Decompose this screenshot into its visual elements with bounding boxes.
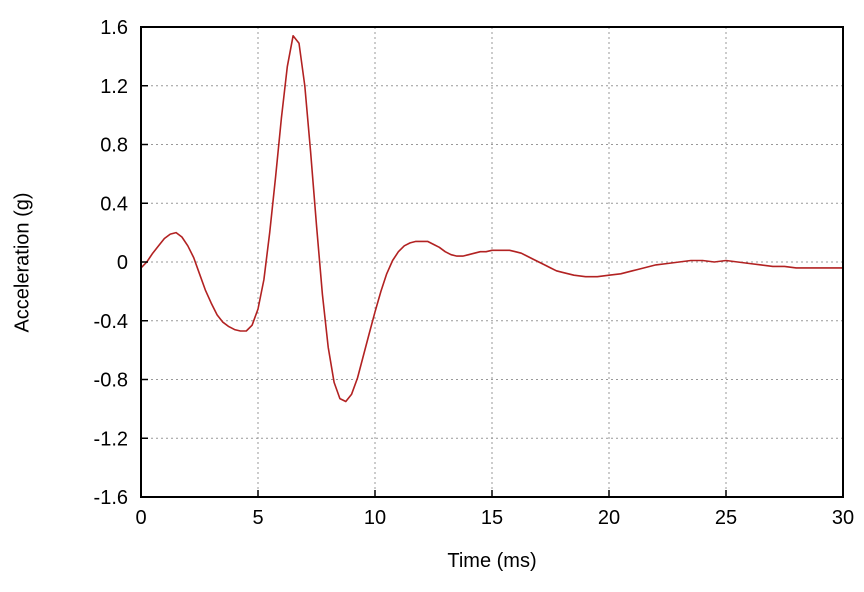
x-tick-label: 15 bbox=[481, 507, 503, 529]
y-tick-label: 0 bbox=[117, 252, 128, 274]
y-axis-title: Acceleration (g) bbox=[2, 27, 44, 497]
x-tick-label: 0 bbox=[135, 507, 146, 529]
x-tick-label: 5 bbox=[252, 507, 263, 529]
y-tick-label: -0.4 bbox=[94, 311, 128, 333]
x-tick-label: 20 bbox=[598, 507, 620, 529]
y-tick-label: -1.2 bbox=[94, 428, 128, 450]
x-tick-label: 10 bbox=[364, 507, 386, 529]
x-tick-label: 25 bbox=[715, 507, 737, 529]
y-tick-label: -0.8 bbox=[94, 370, 128, 392]
x-axis-title: Time (ms) bbox=[447, 550, 537, 572]
y-tick-label: 1.6 bbox=[100, 17, 128, 39]
y-tick-label: 0.8 bbox=[100, 135, 128, 157]
x-tick-label: 30 bbox=[832, 507, 854, 529]
y-axis-title-text: Acceleration (g) bbox=[11, 191, 34, 333]
y-tick-label: -1.6 bbox=[94, 487, 128, 509]
y-tick-label: 1.2 bbox=[100, 76, 128, 98]
y-tick-label: 0.4 bbox=[100, 193, 128, 215]
data-line bbox=[140, 34, 844, 403]
